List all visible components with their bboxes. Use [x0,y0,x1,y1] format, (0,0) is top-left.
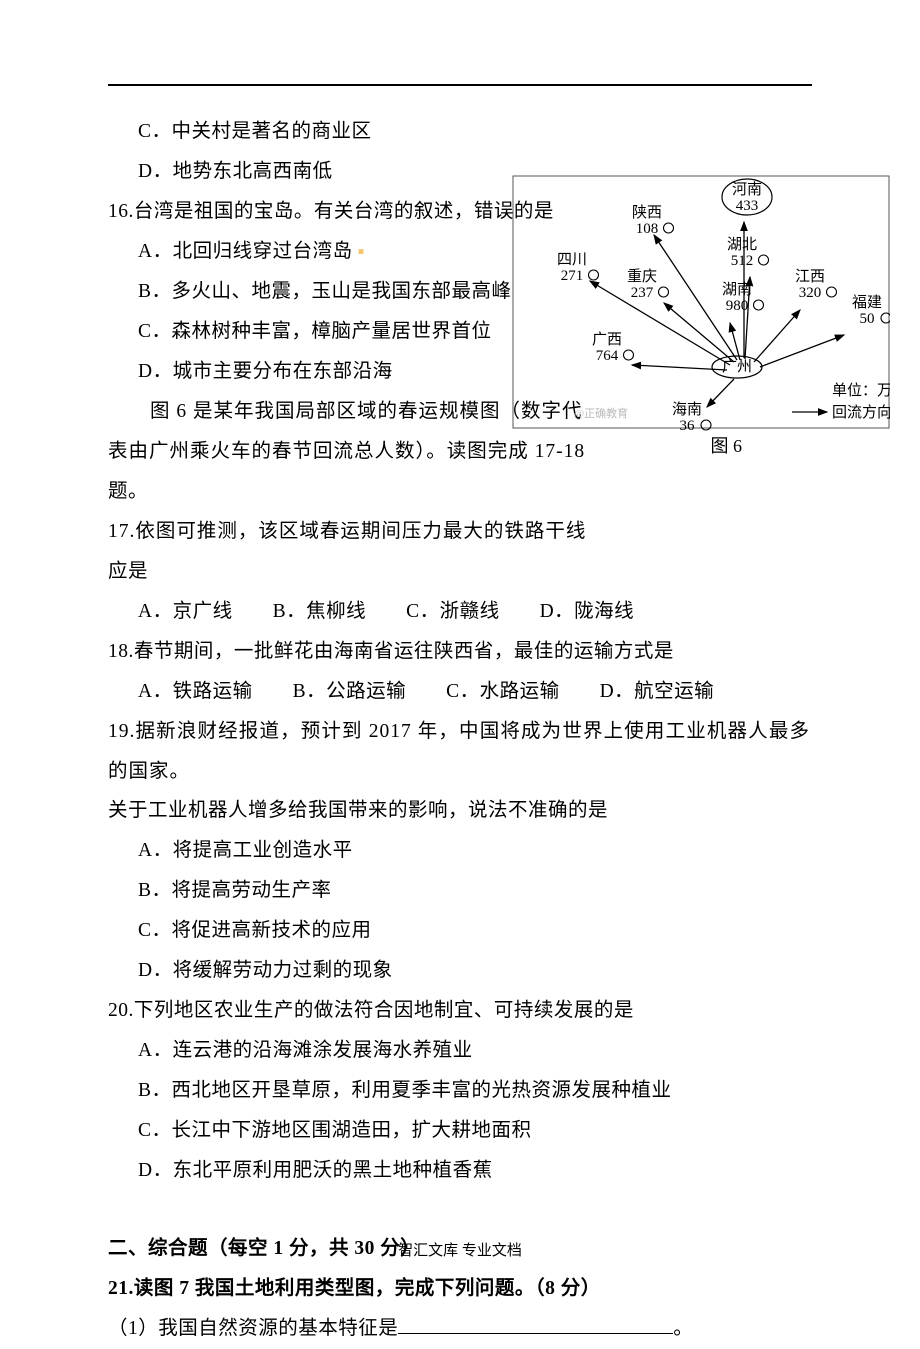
q18: 18.春节期间，一批鲜花由海南省运往陕西省，最佳的运输方式是 [108,632,810,672]
q19-option-b: B．将提高劳动生产率 [108,871,810,911]
q20-option-b: B．西北地区开垦草原，利用夏季丰富的光热资源发展种植业 [108,1071,810,1111]
arrow-fujian [760,335,844,367]
svg-text:980: 980 [726,298,749,314]
arrow-hunan [730,323,740,360]
svg-text:36: 36 [680,418,696,434]
q20-option-a: A．连云港的沿海滩涂发展海水养殖业 [108,1031,810,1071]
q18-options: A．铁路运输 B．公路运输 C．水路运输 D．航空运输 [108,672,810,712]
svg-text:陕西: 陕西 [632,204,662,221]
svg-text:福建: 福建 [852,294,882,311]
q21: 21.读图 7 我国土地利用类型图，完成下列问题。（8 分） [108,1269,810,1309]
svg-text:广西: 广西 [592,331,622,348]
svg-text:湖北: 湖北 [727,236,757,253]
q17-18-intro-2: 表由广州乘火车的春节回流总人数）。读图完成 17-18 [108,432,810,472]
q17-2: 应是 [108,552,810,592]
legend-unit: 单位：万人 [832,382,890,399]
q20: 20.下列地区农业生产的做法符合因地制宜、可持续发展的是 [108,991,810,1031]
svg-text:108: 108 [636,221,659,237]
page-footer: 智汇文库 专业文档 [0,1239,920,1260]
q16a-text: A．北回归线穿过台湾岛 [138,241,353,262]
svg-text:河南: 河南 [732,181,762,198]
arrow-hainan [707,379,734,407]
watermark-text: @正确教育 [574,406,628,420]
figure-6-caption: 图 6 [711,432,743,458]
svg-text:江西: 江西 [795,268,825,285]
q19-2: 关于工业机器人增多给我国带来的影响，说法不准确的是 [108,791,810,831]
map-svg: 单位：万人 回流方向 @正确教育 陕西108 河南433 四川271 湖北512 重庆2… [512,175,890,435]
arrow-chongqing [664,303,734,362]
dot-icon: ■ [358,246,365,257]
q17-options: A．京广线 B．焦柳线 C．浙赣线 D．陇海线 [108,592,810,632]
q19-option-d: D．将缓解劳动力过剩的现象 [108,951,810,991]
blank-field [398,1315,673,1335]
svg-text:50: 50 [860,311,875,327]
svg-text:433: 433 [736,198,759,214]
svg-text:湖南: 湖南 [722,281,752,298]
q15-option-c: C．中关村是著名的商业区 [108,112,810,152]
figure-6-map: 单位：万人 回流方向 @正确教育 陕西108 河南433 四川271 湖北512 重庆2… [512,175,890,435]
svg-text:320: 320 [799,285,822,301]
q19-1: 19.据新浪财经报道，预计到 2017 年，中国将成为世界上使用工业机器人最多的… [108,712,810,792]
svg-text:四川: 四川 [557,252,587,268]
q21-part1: （1）我国自然资源的基本特征是 。 [108,1309,810,1349]
svg-text:764: 764 [596,348,619,364]
header-rule [108,84,812,86]
svg-text:271: 271 [561,268,584,284]
q20-option-d: D．东北平原利用肥沃的黑土地种植香蕉 [108,1151,810,1191]
q21-1-pre: （1）我国自然资源的基本特征是 [108,1318,398,1339]
q17-18-intro-3: 题。 [108,472,810,512]
svg-text:237: 237 [631,285,654,301]
legend-flow: 回流方向 [832,404,890,421]
svg-text:重庆: 重庆 [627,268,657,285]
q20-option-c: C．长江中下游地区围湖造田，扩大耕地面积 [108,1111,810,1151]
svg-text:512: 512 [731,253,754,269]
q21-1-post: 。 [673,1318,693,1339]
q19-option-c: C．将促进高新技术的应用 [108,911,810,951]
q17-1: 17.依图可推测，该区域春运期间压力最大的铁路干线 [108,512,810,552]
q19-option-a: A．将提高工业创造水平 [108,831,810,871]
svg-text:海南: 海南 [672,401,702,418]
svg-text:广州: 广州 [722,358,752,375]
